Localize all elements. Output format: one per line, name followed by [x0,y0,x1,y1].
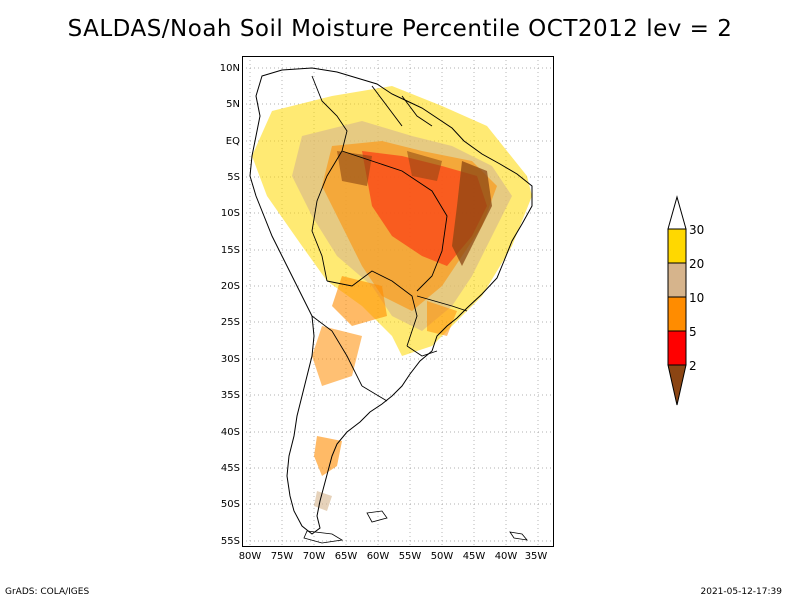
lat-label-25s: 25S [220,317,240,328]
lat-label-45s: 45S [220,463,240,474]
colorbar-segment-5-10 [667,296,687,332]
lat-label-10n: 10N [219,63,240,74]
country-borders [311,75,468,402]
legend-label-20: 20 [689,257,705,271]
lat-label-30s: 30S [220,354,240,365]
lat-label-eq: EQ [225,136,240,147]
lon-label-35w: 35W [524,551,548,562]
tierra-del-fuego-outline [303,530,344,544]
lon-label-45w: 45W [462,551,486,562]
legend-label-10: 10 [689,291,705,305]
lon-label-75w: 75W [270,551,294,562]
lat-label-5n: 5N [226,99,240,110]
colorbar-segment-2-5 [667,330,687,366]
continent-outline [249,67,533,535]
map-frame-border [242,56,554,547]
soil-moisture-shading [252,86,532,511]
lat-label-10s: 10S [220,208,240,219]
lon-label-50w: 50W [430,551,454,562]
south-georgia-outline [509,531,528,541]
colorbar-top-cap [667,195,687,230]
map-plot-area [242,56,554,547]
lat-label-50s: 50S [220,499,240,510]
lon-label-60w: 60W [366,551,390,562]
footer-credit: GrADS: COLA/IGES [5,587,90,597]
legend-label-2: 2 [689,359,697,373]
colorbar-legend [667,195,687,406]
footer-timestamp: 2021-05-12-17:39 [700,587,783,597]
lat-label-20s: 20S [220,281,240,292]
colorbar-bottom-cap [667,364,687,406]
south-america-map [242,56,554,547]
lon-label-65w: 65W [334,551,358,562]
lon-label-80w: 80W [238,551,262,562]
falklands-outline [366,510,388,523]
legend-label-30: 30 [689,223,705,237]
lat-label-5s: 5S [227,172,240,183]
lon-label-40w: 40W [494,551,518,562]
map-title: SALDAS/Noah Soil Moisture Percentile OCT… [67,16,733,42]
lat-label-55s: 55S [220,536,240,547]
lat-label-35s: 35S [220,390,240,401]
lat-label-15s: 15S [220,245,240,256]
lon-label-55w: 55W [398,551,422,562]
lon-label-70w: 70W [302,551,326,562]
colorbar-segment-10-20 [667,262,687,298]
colorbar-segment-20-30 [667,228,687,264]
lat-label-40s: 40S [220,427,240,438]
legend-label-5: 5 [689,325,697,339]
